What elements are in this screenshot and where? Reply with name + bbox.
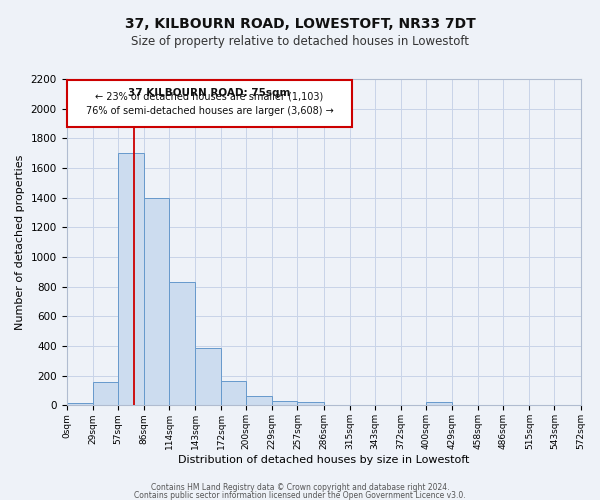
Bar: [298, 402, 323, 406]
Text: 37 KILBOURN ROAD: 75sqm: 37 KILBOURN ROAD: 75sqm: [128, 88, 290, 98]
Bar: [169, 282, 195, 406]
Bar: [67, 403, 92, 406]
X-axis label: Distribution of detached houses by size in Lowestoft: Distribution of detached houses by size …: [178, 455, 469, 465]
Y-axis label: Number of detached properties: Number of detached properties: [15, 154, 25, 330]
Bar: [144, 198, 169, 406]
Bar: [350, 404, 375, 406]
Bar: [246, 396, 272, 406]
Bar: [118, 153, 144, 406]
Bar: [272, 401, 298, 406]
Text: 37, KILBOURN ROAD, LOWESTOFT, NR33 7DT: 37, KILBOURN ROAD, LOWESTOFT, NR33 7DT: [125, 18, 475, 32]
Bar: [426, 402, 452, 406]
Text: Size of property relative to detached houses in Lowestoft: Size of property relative to detached ho…: [131, 35, 469, 48]
Bar: [92, 382, 118, 406]
FancyBboxPatch shape: [67, 80, 352, 127]
Bar: [195, 348, 221, 406]
Text: Contains public sector information licensed under the Open Government Licence v3: Contains public sector information licen…: [134, 490, 466, 500]
Bar: [221, 381, 246, 406]
Text: ← 23% of detached houses are smaller (1,103)
76% of semi-detached houses are lar: ← 23% of detached houses are smaller (1,…: [86, 91, 333, 116]
Text: Contains HM Land Registry data © Crown copyright and database right 2024.: Contains HM Land Registry data © Crown c…: [151, 483, 449, 492]
